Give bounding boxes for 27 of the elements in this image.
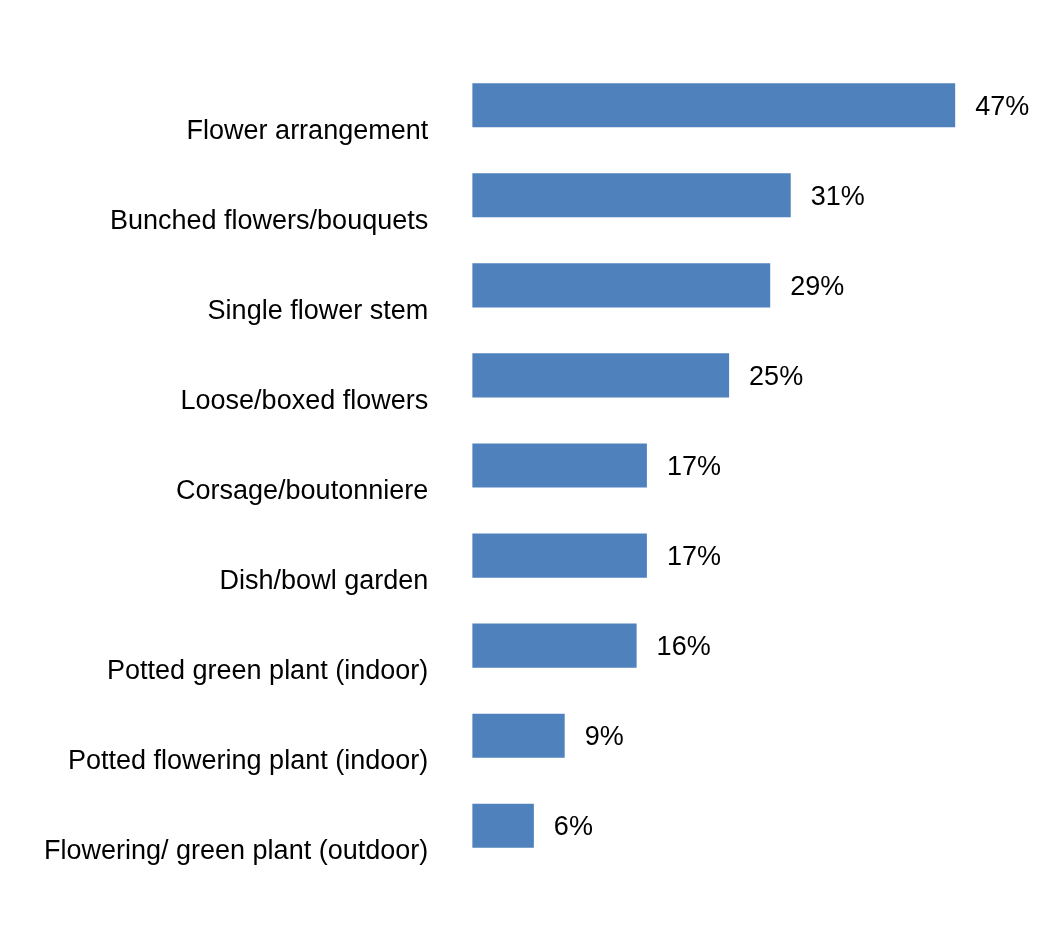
y-tick-label: Loose/boxed flowers: [180, 384, 429, 415]
y-tick-label: Flowering/ green plant (outdoor): [43, 835, 429, 866]
data-label: 47%: [975, 90, 1030, 121]
y-tick-label: Dish/bowl garden: [219, 565, 429, 596]
bar: [472, 713, 565, 758]
bar: [472, 533, 647, 578]
y-tick-label: Potted green plant (indoor): [106, 655, 429, 686]
data-label: 9%: [584, 721, 624, 752]
bar: [472, 803, 534, 848]
y-tick-label: Flower arrangement: [186, 114, 429, 145]
bar: [472, 263, 771, 308]
bar: [472, 623, 637, 668]
data-label: 17%: [666, 541, 721, 572]
data-label: 6%: [553, 811, 593, 842]
data-label: 16%: [656, 631, 711, 662]
bar: [472, 173, 791, 218]
bar: [472, 353, 730, 398]
y-tick-label: Corsage/boutonniere: [176, 474, 429, 505]
y-tick-label: Potted flowering plant (indoor): [68, 745, 429, 776]
y-tick-label: Bunched flowers/bouquets: [109, 204, 429, 235]
data-label: 17%: [666, 450, 721, 481]
bar: [472, 443, 647, 488]
data-label: 25%: [749, 360, 804, 391]
bar: [472, 83, 956, 128]
data-label: 29%: [790, 270, 845, 301]
data-label: 31%: [810, 180, 865, 211]
y-tick-label: Single flower stem: [207, 294, 429, 325]
